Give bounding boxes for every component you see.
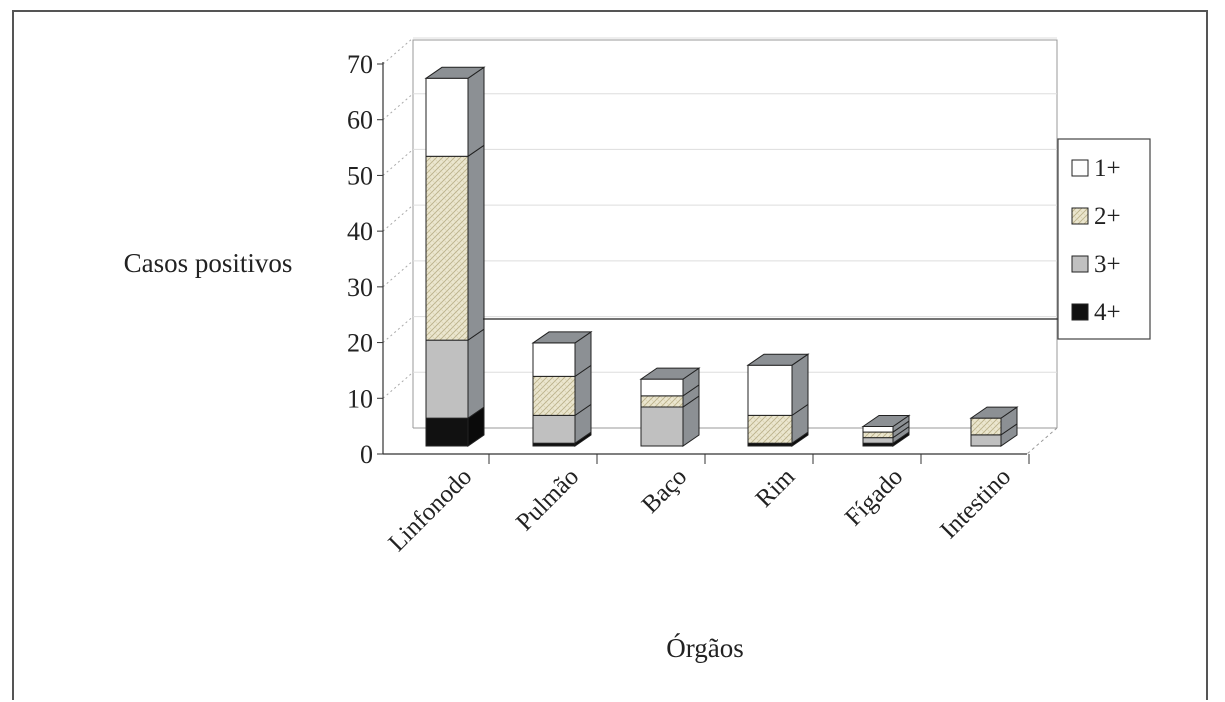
- plot-floor-right-edge: [1026, 427, 1058, 455]
- bar-pulmao-3: [532, 403, 592, 445]
- bar-top-figado: [861, 415, 911, 427]
- bar-top-baco: [639, 367, 701, 380]
- bar-stack-baco: [639, 367, 701, 447]
- bar-stack-rim: [746, 353, 810, 447]
- bar-stack-figado: [861, 414, 911, 447]
- x-axis: Linfonodo Pulmão Baço Rim Fígado Intestino: [383, 453, 1030, 557]
- bar-front-baco-2: [640, 395, 684, 408]
- legend-item-2: 2+: [1071, 203, 1121, 230]
- y-tick-label-70: 70: [347, 50, 373, 79]
- bar-top-intestino: [969, 406, 1019, 419]
- bar-front-linfonodo-3: [425, 339, 469, 419]
- gridline-diagonal-30: [382, 260, 414, 288]
- gridline-diagonal-50: [382, 149, 414, 176]
- x-tick-label-intestino: Intestino: [935, 463, 1016, 544]
- gridline-diagonal-70: [382, 37, 414, 65]
- bar-stack-pulmao: [531, 330, 593, 447]
- bar-front-pulmao-1: [532, 342, 576, 377]
- gridline-diagonal-20: [382, 316, 414, 343]
- x-tick-label-linfonodo: Linfonodo: [384, 463, 478, 557]
- bar-front-figado-2: [862, 431, 894, 439]
- bar-front-pulmao-2: [532, 375, 576, 416]
- bar-pulmao-1: [532, 330, 592, 378]
- legend-item-1: 1+: [1071, 155, 1121, 182]
- x-tick-label-pulmao: Pulmão: [511, 463, 584, 536]
- bar-front-linfonodo-2: [425, 155, 469, 341]
- y-tick-label-20: 20: [347, 329, 373, 358]
- bar-front-rim-2: [747, 414, 793, 444]
- gridline-diagonal-10: [382, 371, 414, 399]
- x-axis-label: Órgãos: [666, 633, 744, 663]
- bar-side-linfonodo-3: [467, 328, 485, 420]
- bar-baco-1: [640, 367, 700, 397]
- bar-linfonodo-4: [425, 406, 485, 447]
- bar-front-rim-1: [747, 364, 793, 416]
- bar-front-pulmao-3: [532, 414, 576, 444]
- bar-linfonodo-1: [425, 66, 485, 158]
- legend-label-3: 3+: [1094, 251, 1121, 278]
- gridline-diagonal-60: [382, 93, 414, 121]
- bar-stack-intestino: [969, 406, 1019, 447]
- legend-swatch-4: [1071, 303, 1089, 321]
- legend-item-3: 3+: [1071, 251, 1121, 278]
- bar-linfonodo-2: [425, 144, 485, 342]
- y-tick-label-0: 0: [360, 440, 373, 469]
- legend-swatch-2: [1071, 207, 1089, 225]
- plot-back-wall: [412, 39, 1058, 455]
- bars: [424, 66, 1019, 447]
- x-tick-label-figado: Fígado: [840, 463, 908, 531]
- gridline-diagonal-40: [382, 204, 414, 232]
- legend-swatch-3: [1071, 255, 1089, 273]
- y-tick-label-60: 60: [347, 106, 373, 135]
- y-tick-label-40: 40: [347, 217, 373, 246]
- y-tick-label-50: 50: [347, 161, 373, 190]
- gridlines: [382, 37, 1057, 399]
- bar-stack-linfonodo: [424, 66, 486, 447]
- legend-label-4: 4+: [1094, 299, 1121, 326]
- bar-front-intestino-3: [970, 434, 1002, 447]
- bar-top-linfonodo: [424, 66, 486, 79]
- bar-side-linfonodo-2: [467, 144, 485, 342]
- x-tick-label-baco: Baço: [637, 463, 692, 518]
- bar-baco-3: [640, 395, 700, 447]
- bar-side-linfonodo-1: [467, 66, 485, 158]
- legend: 1+ 2+ 3+ 4+: [1057, 138, 1151, 340]
- legend-label-1: 1+: [1094, 155, 1121, 182]
- bar-front-baco-3: [640, 406, 684, 447]
- bar-rim-2: [747, 403, 809, 445]
- bar-front-linfonodo-1: [425, 77, 469, 157]
- plot-back-wall-border: [412, 39, 1058, 428]
- legend-swatch-1: [1071, 159, 1089, 177]
- bar-top-rim: [746, 353, 810, 366]
- bar-front-figado-1: [862, 426, 894, 433]
- bar-front-linfonodo-4: [425, 417, 469, 447]
- bar-front-intestino-2: [970, 417, 1002, 436]
- x-tick-label-rim: Rim: [751, 463, 801, 513]
- y-axis: 0 10 20 30 40 50 60 70: [347, 50, 384, 469]
- y-tick-label-10: 10: [347, 384, 373, 413]
- bar-front-baco-1: [640, 378, 684, 397]
- bar-figado-3: [862, 425, 910, 445]
- bar-top-pulmao: [531, 331, 593, 344]
- bar-pulmao-2: [532, 364, 592, 417]
- bar-linfonodo-3: [425, 328, 485, 420]
- bar-rim-1: [747, 353, 809, 417]
- y-axis-label: Casos positivos: [124, 248, 293, 278]
- chart-frame: [12, 10, 1208, 700]
- legend-item-4: 4+: [1071, 299, 1121, 326]
- bar-front-figado-3: [862, 437, 894, 444]
- bar-pulmao-4: [532, 431, 592, 447]
- y-tick-label-30: 30: [347, 273, 373, 302]
- legend-label-2: 2+: [1094, 203, 1121, 230]
